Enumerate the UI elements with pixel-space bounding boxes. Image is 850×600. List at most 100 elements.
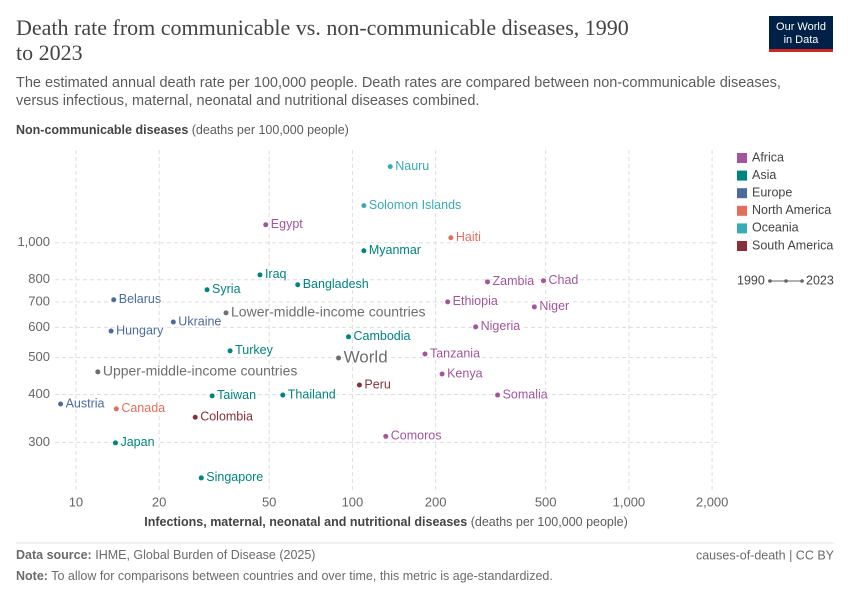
point <box>280 392 286 398</box>
logo-text: in Data <box>784 34 820 46</box>
legend-label: North America <box>752 203 831 217</box>
point-label: Myanmar <box>369 243 421 257</box>
y-axis-title-bold: Non-communicable diseases <box>16 123 188 137</box>
y-tick-label: 600 <box>28 319 50 334</box>
x-axis-title: Infections, maternal, neonatal and nutri… <box>144 515 628 529</box>
point <box>295 282 301 288</box>
point-label: Tanzania <box>430 346 480 360</box>
subtitle: The estimated annual death rate per 100,… <box>16 75 781 91</box>
legend-swatch <box>737 223 747 234</box>
point <box>531 304 537 310</box>
point <box>495 392 501 398</box>
point-label: Hungary <box>116 323 164 337</box>
note-label: Note: <box>16 569 48 583</box>
x-tick-label: 50 <box>262 494 276 509</box>
point-label: Thailand <box>288 387 336 401</box>
legend-swatch <box>737 188 747 199</box>
point <box>448 235 454 241</box>
y-tick-label: 400 <box>28 386 50 401</box>
logo-text: Our World <box>776 21 826 33</box>
point <box>540 278 546 284</box>
point-label: Comoros <box>391 429 442 443</box>
point-label: Singapore <box>206 470 263 484</box>
legend-label: Europe <box>752 185 792 199</box>
logo-box <box>769 16 833 52</box>
point <box>346 334 352 340</box>
point <box>58 401 64 407</box>
point-label: Upper-middle-income countries <box>103 363 298 379</box>
legend-swatch <box>737 170 747 181</box>
x-tick-label: 2,000 <box>696 494 729 509</box>
legend-label: South America <box>752 238 833 252</box>
time-legend-start: 1990 <box>737 273 765 287</box>
point-label: Niger <box>539 299 569 313</box>
y-axis-title: Non-communicable diseases (deaths per 10… <box>16 123 349 137</box>
point <box>356 382 362 388</box>
x-axis-title-bold: Infections, maternal, neonatal and nutri… <box>144 515 467 529</box>
legend-swatch <box>737 241 747 251</box>
point <box>263 222 269 228</box>
point <box>204 287 210 293</box>
y-axis-title-unit: (deaths per 100,000 people) <box>192 123 349 137</box>
logo-bar <box>769 49 833 52</box>
point <box>209 393 215 399</box>
point <box>422 351 428 357</box>
point-label: Nauru <box>395 159 429 173</box>
point-label: Bangladesh <box>303 277 369 291</box>
point-label: Japan <box>120 435 154 449</box>
source-label: Data source: <box>16 548 92 562</box>
point-label: Zambia <box>493 274 535 288</box>
note: Note: To allow for comparisons between c… <box>16 569 553 583</box>
marks: Nauru Solomon Islands Egypt Haiti Myanmar Ira… <box>58 157 580 486</box>
subtitle: versus infectious, maternal, neonatal an… <box>16 93 479 109</box>
point-label: Turkey <box>235 343 273 357</box>
time-legend-dot <box>784 279 788 283</box>
point-label: Ethiopia <box>453 294 498 308</box>
point-label: Colombia <box>200 410 253 424</box>
point <box>439 371 445 377</box>
point-label: Cambodia <box>354 329 411 343</box>
x-tick-label: 200 <box>425 494 447 509</box>
y-tick-label: 800 <box>28 271 50 286</box>
point-label: Lower-middle-income countries <box>231 304 426 320</box>
point-label: Kenya <box>447 366 482 380</box>
point <box>361 248 367 254</box>
license: causes-of-death | CC BY <box>696 548 835 562</box>
x-tick-label: 10 <box>69 494 83 509</box>
point <box>336 355 342 361</box>
legend-swatch <box>737 205 747 216</box>
point <box>227 348 233 354</box>
point-label: Chad <box>548 273 578 287</box>
x-tick-label: 100 <box>342 494 364 509</box>
point <box>485 279 491 285</box>
point <box>473 324 479 330</box>
x-axis-title-unit: (deaths per 100,000 people) <box>471 515 628 529</box>
time-legend-end: 2023 <box>806 273 834 287</box>
point <box>111 297 117 303</box>
time-legend-dot <box>800 279 804 283</box>
time-legend-dot <box>768 279 772 283</box>
point <box>170 319 176 325</box>
y-tick-label: 500 <box>28 349 50 364</box>
x-tick-label: 500 <box>535 494 557 509</box>
point-label: Ukraine <box>178 314 221 328</box>
grid: 300 400 500 600 700 800 1,000 10 20 50 100 200 500 1,… <box>17 150 728 509</box>
y-tick-label: 700 <box>28 293 50 308</box>
point-label: Austria <box>66 396 105 410</box>
source: Data source: IHME, Global Burden of Dise… <box>16 548 315 562</box>
point <box>223 310 229 316</box>
y-tick-label: 300 <box>28 434 50 449</box>
point-label: Syria <box>212 282 241 296</box>
point-label: Egypt <box>271 217 303 231</box>
point-label: Peru <box>364 377 390 391</box>
point-label: World <box>344 347 388 366</box>
legend-label: Oceania <box>752 221 799 235</box>
point-label: Taiwan <box>217 388 256 402</box>
title: Death rate from communicable vs. non-com… <box>16 15 629 40</box>
point <box>257 272 263 278</box>
legend-swatch <box>737 153 747 163</box>
legend-label: Africa <box>752 150 784 164</box>
point <box>113 406 119 412</box>
